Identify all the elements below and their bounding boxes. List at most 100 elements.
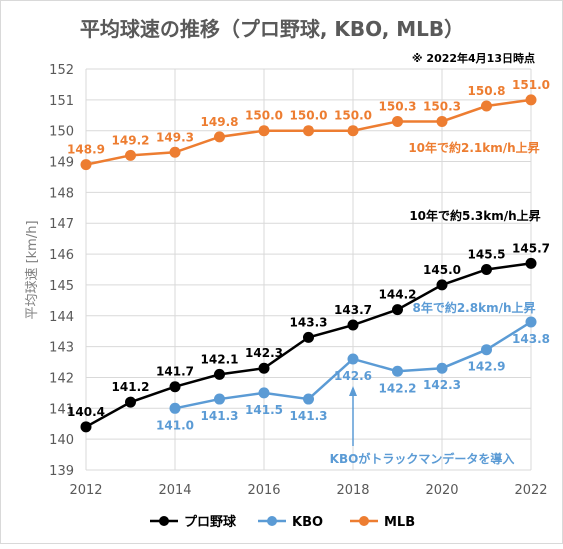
data-point xyxy=(525,257,537,269)
legend-label: KBO xyxy=(292,515,323,530)
y-tick-label: 147 xyxy=(49,217,74,232)
y-tick-label: 145 xyxy=(49,279,74,294)
data-point xyxy=(436,279,448,291)
data-point xyxy=(258,362,270,374)
annotation-text: 8年で約2.8km/h上昇 xyxy=(412,300,535,315)
data-point xyxy=(347,353,359,365)
data-label: 141.3 xyxy=(290,409,328,423)
grid-lines xyxy=(85,68,532,471)
data-point xyxy=(436,362,448,374)
legend-marker xyxy=(359,516,369,526)
y-tick-label: 152 xyxy=(49,63,74,78)
data-point xyxy=(169,146,181,158)
data-label: 150.0 xyxy=(290,109,328,123)
data-label: 150.8 xyxy=(468,84,506,98)
data-point xyxy=(436,115,448,127)
data-label: 150.0 xyxy=(245,109,283,123)
y-tick-label: 146 xyxy=(49,248,74,263)
annotation-text: KBOがトラックマンデータを導入 xyxy=(330,451,515,466)
data-point xyxy=(481,264,492,275)
data-point xyxy=(347,125,359,137)
x-tick-label: 2014 xyxy=(158,483,191,498)
data-point xyxy=(258,387,270,399)
data-label: 150.3 xyxy=(379,99,417,113)
y-tick-label: 139 xyxy=(49,464,74,479)
data-point xyxy=(125,396,136,408)
data-label: 143.3 xyxy=(290,315,328,329)
data-label: 148.9 xyxy=(67,143,105,157)
data-point xyxy=(525,316,537,328)
data-label: 142.9 xyxy=(468,360,506,374)
data-label: 151.0 xyxy=(512,78,550,92)
data-point xyxy=(392,365,403,377)
y-tick-label: 141 xyxy=(49,402,74,417)
y-tick-label: 142 xyxy=(49,371,74,386)
data-label: 141.3 xyxy=(201,409,239,423)
data-label: 143.8 xyxy=(512,332,550,346)
x-tick-label: 2022 xyxy=(514,483,547,498)
data-label: 142.6 xyxy=(334,369,372,383)
data-point xyxy=(214,393,225,405)
data-label: 141.5 xyxy=(245,403,283,417)
legend-item: KBO xyxy=(258,515,323,530)
legend-item: MLB xyxy=(350,515,415,530)
data-point xyxy=(214,131,225,143)
data-point xyxy=(214,368,225,380)
data-label: 149.8 xyxy=(201,115,239,129)
y-axis: 139 140 141 142 143 144 145 146 147 148 149 150 151 1… xyxy=(49,63,74,479)
series-group: 141.0 141.3 141.5 141.3 142.6 142.2 142.3 142.9… xyxy=(156,316,550,432)
data-point xyxy=(525,94,537,106)
series-group: 148.9 149.2 149.3 149.8 150.0 150.0 150.0 150.3… xyxy=(67,78,550,171)
data-label: 141.7 xyxy=(156,365,194,379)
annotation-arrow-head xyxy=(349,386,357,396)
data-label: 145.0 xyxy=(423,263,461,277)
y-tick-label: 151 xyxy=(49,94,74,109)
data-point xyxy=(258,125,270,137)
legend: プロ野球 KBO MLB xyxy=(150,514,415,530)
data-point xyxy=(347,319,359,331)
data-point xyxy=(169,381,181,393)
data-label: 145.7 xyxy=(512,241,550,255)
data-point xyxy=(303,331,314,343)
data-point xyxy=(303,125,314,137)
data-point xyxy=(169,402,181,414)
data-point xyxy=(481,344,492,356)
data-label: 150.0 xyxy=(334,109,372,123)
x-tick-label: 2012 xyxy=(69,483,102,498)
legend-marker xyxy=(159,516,169,526)
data-label: 141.2 xyxy=(112,380,150,394)
y-tick-label: 148 xyxy=(49,186,74,201)
data-label: 142.1 xyxy=(201,352,239,366)
legend-item: プロ野球 xyxy=(150,514,237,530)
y-tick-label: 149 xyxy=(49,156,74,171)
data-point xyxy=(481,100,492,112)
data-point xyxy=(392,304,403,316)
data-point xyxy=(303,393,314,405)
y-tick-label: 140 xyxy=(49,433,74,448)
data-label: 149.2 xyxy=(112,133,150,147)
annotations: 10年で約2.1km/h上昇 10年で約5.3km/h上昇 8年で約2.8km/h上… xyxy=(330,140,541,466)
x-tick-label: 2020 xyxy=(425,483,458,498)
legend-label: MLB xyxy=(384,515,415,530)
data-label: 142.2 xyxy=(379,381,417,395)
data-label: 142.3 xyxy=(423,378,461,392)
data-point xyxy=(125,149,136,161)
chart-title: 平均球速の推移（プロ野球, KBO, MLB） xyxy=(80,17,464,41)
data-label: 141.0 xyxy=(156,418,194,432)
y-tick-label: 143 xyxy=(49,341,74,356)
x-tick-label: 2016 xyxy=(247,483,280,498)
y-axis-label: 平均球速 [km/h] xyxy=(25,220,40,319)
data-label: 143.7 xyxy=(334,303,372,317)
series-group: 140.4 141.2 141.7 142.1 142.3 143.3 143.7 144.2… xyxy=(67,241,550,433)
data-label: 150.3 xyxy=(423,99,461,113)
y-tick-label: 144 xyxy=(49,310,74,325)
data-point xyxy=(80,159,92,171)
y-tick-label: 150 xyxy=(49,125,74,140)
data-label: 140.4 xyxy=(67,405,105,419)
x-tick-label: 2018 xyxy=(336,483,369,498)
x-axis: 2012 2014 2016 2018 2020 2022 xyxy=(69,483,547,498)
annotation-text: 10年で約2.1km/h上昇 xyxy=(408,140,539,155)
